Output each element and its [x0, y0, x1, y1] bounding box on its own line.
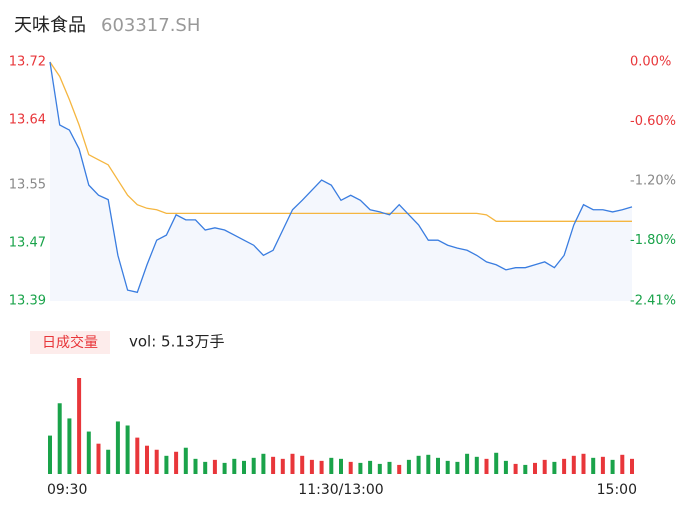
volume-bar: [339, 458, 343, 474]
volume-bar: [387, 461, 392, 474]
volume-bar: [455, 461, 460, 474]
volume-bar: [86, 431, 91, 474]
volume-bar: [600, 456, 605, 474]
volume-bar: [174, 451, 179, 474]
volume-bar: [125, 425, 130, 474]
volume-bar: [329, 457, 334, 474]
volume-bar: [242, 460, 246, 474]
y2-tick-label: -0.60%: [630, 114, 676, 129]
volume-bar: [135, 437, 140, 474]
volume-bar: [183, 447, 188, 474]
y2-tick-label: 0.00%: [630, 55, 671, 70]
volume-bar: [397, 464, 402, 474]
volume-bar: [290, 453, 295, 474]
y-tick-label: 13.39: [9, 294, 46, 309]
volume-bar: [96, 443, 101, 474]
volume-bar: [67, 418, 72, 474]
volume-bar: [57, 403, 62, 474]
volume-bar: [436, 457, 440, 474]
y2-tick-label: -1.80%: [630, 233, 676, 248]
price-area: [50, 62, 632, 301]
volume-bar: [571, 455, 576, 474]
volume-bar: [280, 458, 285, 474]
x-tick-label: 15:00: [597, 482, 637, 498]
volume-bar: [145, 445, 149, 474]
volume-bar: [309, 459, 314, 474]
volume-bar: [232, 458, 237, 474]
volume-bar: [562, 458, 567, 474]
volume-bar: [251, 457, 256, 474]
volume-bar: [591, 457, 596, 474]
volume-bar: [630, 458, 634, 474]
x-tick-label: 11:30/13:00: [298, 482, 383, 498]
volume-bar: [358, 462, 363, 474]
volume-bar: [416, 455, 421, 474]
volume-bar: [348, 461, 353, 474]
volume-bar: [48, 435, 52, 474]
volume-bar: [465, 453, 470, 474]
volume-bar: [445, 460, 450, 474]
volume-bar: [552, 461, 557, 474]
volume-bar: [319, 460, 324, 474]
volume-bar: [503, 460, 508, 474]
volume-bar: [203, 461, 208, 474]
volume-bar: [406, 459, 411, 474]
x-tick-label: 09:30: [47, 482, 87, 498]
volume-bar: [106, 449, 111, 474]
y-tick-label: 13.72: [9, 55, 46, 70]
stock-code: 603317.SH: [101, 15, 200, 36]
volume-bar: [115, 421, 120, 474]
volume-bar: [377, 463, 382, 474]
volume-bar: [271, 456, 276, 474]
volume-bar: [542, 459, 547, 474]
volume-bar: [610, 459, 615, 474]
volume-bar: [523, 464, 528, 474]
volume-bar: [212, 459, 217, 474]
volume-bar: [426, 454, 431, 474]
volume-button[interactable]: 日成交量: [42, 334, 98, 351]
volume-bar: [368, 460, 373, 474]
y-tick-label: 13.47: [9, 236, 46, 251]
volume-bar: [494, 452, 499, 474]
volume-bar: [513, 463, 518, 474]
volume-bar: [484, 458, 489, 474]
volume-bar: [620, 454, 625, 474]
volume-bar: [154, 449, 159, 474]
y-tick-label: 13.64: [9, 112, 46, 127]
series-line: [49, 61, 633, 294]
volume-bar: [261, 453, 266, 474]
stock-name: 天味食品: [14, 15, 86, 36]
volume-bar: [193, 458, 198, 474]
volume-bar: [300, 455, 305, 474]
volume-button-bg[interactable]: [30, 331, 110, 354]
volume-bar: [222, 462, 227, 474]
volume-bar: [533, 462, 537, 474]
y2-tick-label: -2.41%: [630, 294, 676, 309]
volume-label: vol: 5.13万手: [129, 333, 224, 351]
volume-bar: [581, 453, 586, 474]
series-line: [49, 61, 632, 222]
volume-bar: [77, 378, 82, 474]
volume-bar: [474, 456, 479, 474]
y2-tick-label: -1.20%: [630, 174, 676, 189]
volume-bar: [164, 455, 169, 474]
y-tick-label: 13.55: [9, 178, 46, 193]
